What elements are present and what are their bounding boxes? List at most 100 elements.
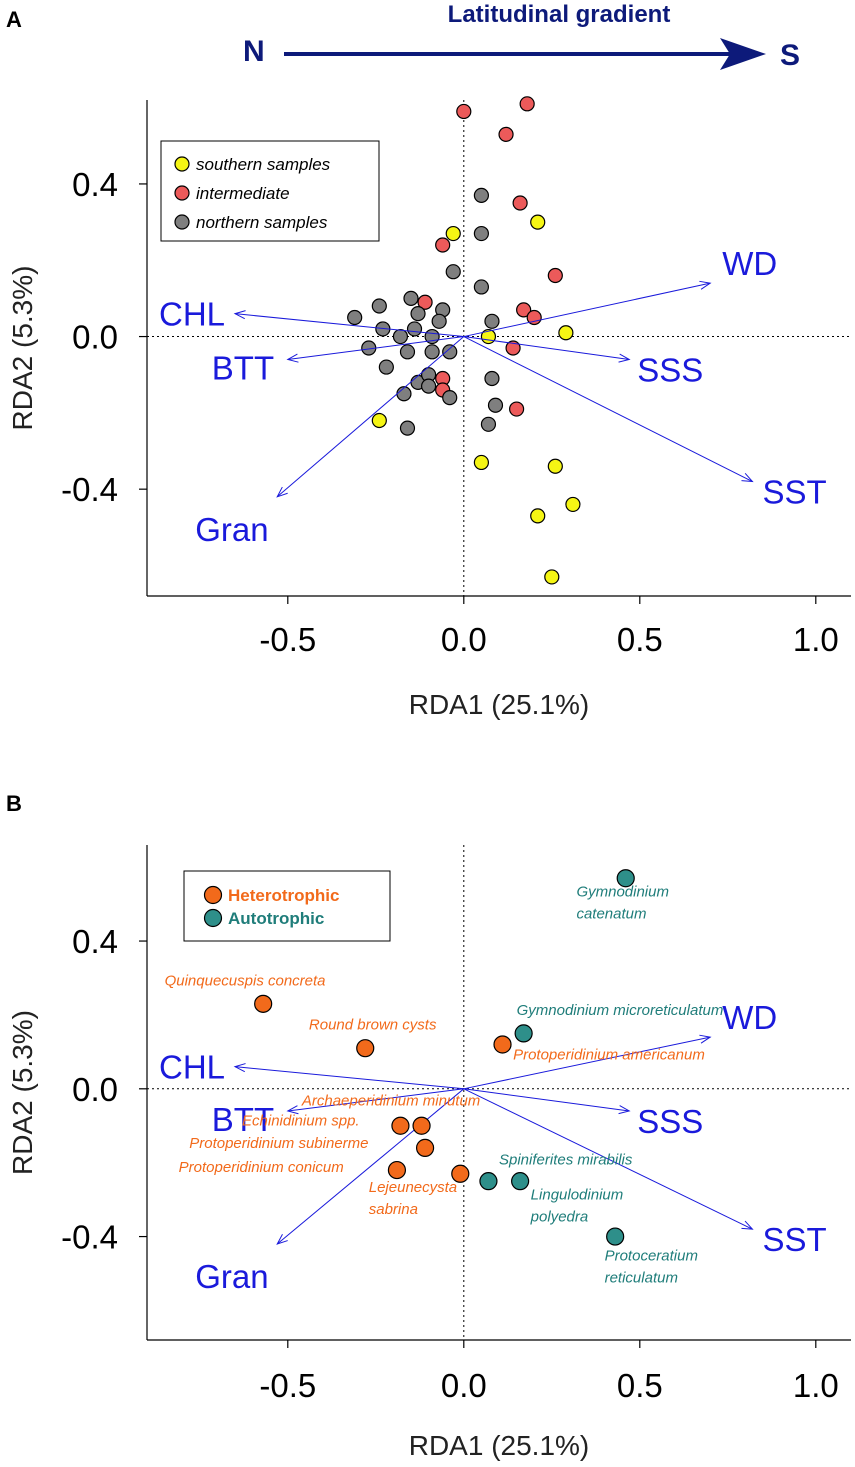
x-tick-label: 1.0 (793, 621, 839, 658)
vector-arrow-btt (287, 336, 464, 360)
vector-label-chl: CHL (159, 296, 225, 333)
species-label-line: Protoperidinium subinerme (189, 1135, 368, 1152)
vector-arrow-sst (463, 336, 753, 482)
sample-point-southern (530, 214, 546, 230)
vector-arrowhead (699, 1034, 712, 1044)
species-label-line: Lejeunecysta (369, 1179, 457, 1196)
panel-b-letter: B (6, 791, 22, 816)
x-axis-title: RDA1 (25.1%) (409, 1430, 590, 1461)
sample-point-northern (442, 390, 458, 406)
sample-point-northern (473, 187, 489, 203)
species-label: Protoperidinium conicum (179, 1159, 344, 1176)
x-tick-label: -0.5 (259, 1367, 316, 1404)
gradient-arrow-head (720, 38, 766, 70)
sample-point-northern (484, 313, 500, 329)
sample-point-northern (431, 313, 447, 329)
gradient-start-label: N (243, 35, 265, 68)
vector-label-sss: SSS (637, 351, 703, 388)
sample-point-intermediate (435, 237, 451, 253)
species-label-line: reticulatum (605, 1270, 678, 1287)
sample-point-northern (403, 290, 419, 306)
legend-box (183, 870, 391, 942)
sample-point-intermediate (512, 195, 528, 211)
species-label-line: catenatum (576, 906, 646, 923)
x-tick-label: 0.5 (617, 621, 663, 658)
species-label: Echinidinium spp. (242, 1113, 360, 1130)
legend-label-southern: southern samples (196, 155, 331, 174)
vector-arrow-chl (234, 1066, 464, 1090)
vector-label-sst: SST (762, 1221, 826, 1258)
legend-marker-heterotrophic (203, 885, 223, 905)
legend-label-intermediate: intermediate (196, 184, 290, 203)
sample-point-intermediate (417, 294, 433, 310)
sample-point-intermediate (547, 267, 563, 284)
x-tick-label: -0.5 (259, 621, 316, 658)
y-tick-label: 0.4 (72, 166, 118, 203)
species-label-line: Protoceratium (605, 1248, 698, 1265)
panel-a-plot: -0.5 0.0 0.5 1.0 -0.4 0.0 0.4 RDA1 (25.1%) RDA2 … (7, 96, 851, 720)
vector-label-chl: CHL (159, 1049, 225, 1086)
species-label: Protoceratium reticulatum (605, 1248, 698, 1287)
sample-point-southern (565, 496, 581, 513)
sample-point-northern (442, 344, 458, 360)
legend-marker-southern (174, 156, 190, 172)
sample-point-southern (371, 412, 387, 429)
species-point-autotrophic (514, 1024, 533, 1043)
species-label-line: Protoperidinium americanum (513, 1046, 705, 1063)
sample-point-northern (399, 420, 416, 436)
sample-point-intermediate (516, 302, 532, 318)
species-point-heterotrophic (451, 1164, 470, 1183)
vector-arrow-gran (276, 336, 465, 498)
y-tick-label: 0.4 (72, 923, 118, 960)
species-point-heterotrophic (415, 1138, 435, 1158)
species-label-line: Gymnodinium microreticulatum (517, 1002, 724, 1019)
gradient-title: Latitudinal gradient (448, 1, 671, 28)
vector-arrow-gran (276, 1088, 465, 1245)
species-label: Protoperidinium americanum (513, 1046, 705, 1063)
species-label: Round brown cysts (309, 1017, 437, 1034)
species-point-autotrophic (479, 1172, 498, 1191)
species-label: Gymnodinium catenatum (576, 884, 669, 923)
sample-point-intermediate (498, 126, 514, 142)
species-point-heterotrophic (356, 1039, 375, 1058)
sample-point-northern (392, 328, 409, 345)
species-point-autotrophic (606, 1227, 625, 1246)
sample-point-northern (347, 309, 363, 326)
x-axis-title: RDA1 (25.1%) (409, 689, 590, 720)
sample-point-intermediate (508, 401, 525, 417)
vector-label-btt: BTT (212, 349, 274, 386)
y-axis-title: RDA2 (5.3%) (7, 266, 38, 431)
species-label-line: Round brown cysts (309, 1017, 437, 1034)
y-tick-label: 0.0 (72, 319, 118, 356)
x-tick-label: 0.0 (441, 621, 487, 658)
y-tick-label: -0.4 (61, 1219, 118, 1256)
legend-marker-northern (174, 214, 190, 230)
x-tick-label: 1.0 (793, 1367, 839, 1404)
vector-label-btt: BTT (212, 1101, 274, 1138)
sample-point-northern (480, 416, 497, 432)
species-label-line: Echinidinium spp. (242, 1113, 360, 1130)
vector-arrowhead (618, 353, 631, 363)
sample-point-southern (547, 458, 563, 474)
vector-arrowhead (276, 486, 288, 498)
sample-point-northern (399, 344, 416, 360)
gradient-end-label: S (780, 39, 800, 72)
species-point-heterotrophic (493, 1035, 512, 1054)
sample-point-northern (371, 298, 387, 314)
y-tick-label: 0.0 (72, 1071, 118, 1108)
vector-arrowhead (618, 1105, 631, 1115)
species-label-line: Quinquecuspis concreta (165, 972, 326, 989)
panel-a-letter: A (6, 7, 22, 32)
vector-arrowhead (286, 353, 299, 363)
x-tick-label: 0.0 (441, 1367, 487, 1404)
vector-arrowhead (699, 280, 712, 290)
sample-point-intermediate (519, 96, 535, 112)
species-point-heterotrophic (254, 994, 273, 1013)
sample-point-intermediate (456, 103, 472, 120)
species-point-autotrophic (616, 869, 635, 888)
vector-arrow-sss (463, 336, 630, 360)
vector-arrowhead (741, 1220, 754, 1230)
y-axis-title: RDA2 (5.3%) (7, 1010, 38, 1175)
x-tick-label: 0.5 (617, 1367, 663, 1404)
